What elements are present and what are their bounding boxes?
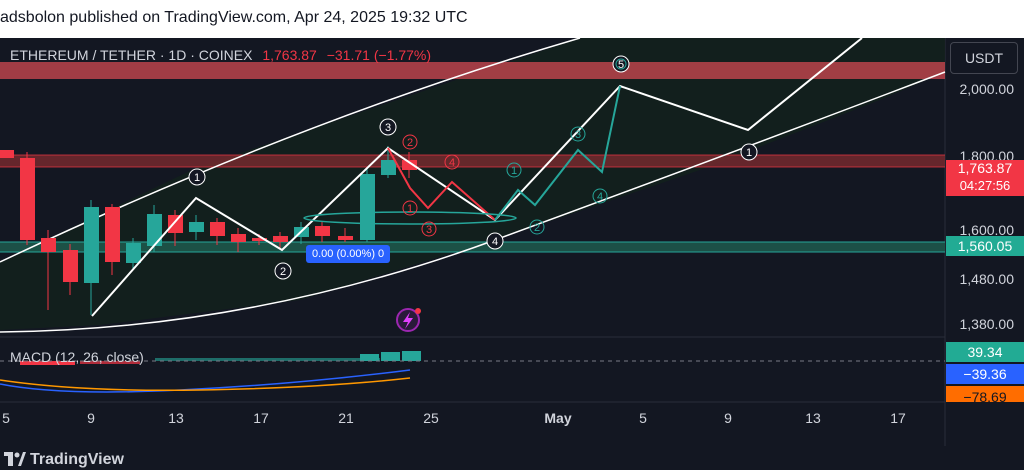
time-axis-label: May bbox=[544, 410, 572, 426]
lightning-event-icon[interactable] bbox=[396, 308, 421, 332]
svg-text:4: 4 bbox=[597, 191, 603, 203]
svg-text:2: 2 bbox=[534, 222, 540, 234]
wave-label-4: 4 bbox=[486, 232, 504, 250]
symbol-legend: ETHEREUM / TETHER · 1D · COINEX 1,763.87… bbox=[10, 47, 431, 63]
time-axis-label: 13 bbox=[805, 410, 821, 426]
svg-text:1: 1 bbox=[511, 165, 517, 177]
time-axis-label: 9 bbox=[87, 410, 95, 426]
green-wave-labels: 1 2 3 4 bbox=[506, 58, 627, 235]
main-wave-labels: 1 2 3 4 5 1 bbox=[188, 55, 758, 280]
red-wave-labels: 1 2 3 4 bbox=[402, 134, 460, 237]
svg-text:3: 3 bbox=[385, 122, 391, 134]
wave-label-next-1: 1 bbox=[740, 143, 758, 161]
last-price: 1,763.87 bbox=[262, 47, 317, 63]
last-price-tag: 1,763.87 bbox=[946, 160, 1024, 178]
macd-histogram bbox=[0, 351, 945, 365]
wave-main-path bbox=[91, 38, 863, 317]
time-axis-label: 25 bbox=[423, 410, 439, 426]
macd-histogram-value: 39.34 bbox=[946, 342, 1024, 362]
channel-upper bbox=[0, 38, 581, 263]
consolidation-ellipse bbox=[303, 211, 517, 225]
time-axis-label: 5 bbox=[2, 410, 10, 426]
time-axis-label: 13 bbox=[168, 410, 184, 426]
signal-line-value: −78.69 bbox=[946, 386, 1024, 402]
resistance-zone-mid bbox=[0, 155, 945, 167]
time-axis-label: 17 bbox=[890, 410, 906, 426]
range-measure-tag: 0.00 (0.00%) 0 bbox=[306, 245, 391, 263]
channel-fill bbox=[0, 38, 945, 330]
svg-text:2: 2 bbox=[280, 266, 286, 278]
price-axis-label: 1,380.00 bbox=[959, 316, 1015, 332]
time-axis-label: 17 bbox=[253, 410, 269, 426]
svg-text:3: 3 bbox=[426, 224, 432, 236]
publication-text: adsbolon published on TradingView.com, A… bbox=[0, 9, 468, 26]
countdown-tag: 04:27:56 bbox=[946, 178, 1024, 196]
price-chart[interactable]: 1 2 3 4 5 1 1 2 3 4 1 2 3 4 bbox=[0, 38, 1024, 446]
svg-text:1: 1 bbox=[407, 203, 413, 215]
tradingview-logo-icon bbox=[4, 452, 26, 466]
wave-alt-green bbox=[494, 85, 621, 221]
support-zone bbox=[0, 242, 945, 252]
svg-text:1: 1 bbox=[746, 147, 752, 159]
svg-text:4: 4 bbox=[449, 157, 455, 169]
macd-line-value: −39.36 bbox=[946, 364, 1024, 384]
time-axis-label: 21 bbox=[338, 410, 354, 426]
publication-bar: adsbolon published on TradingView.com, A… bbox=[0, 0, 1024, 38]
svg-text:4: 4 bbox=[492, 236, 498, 248]
wave-label-5: 5 bbox=[612, 55, 630, 73]
price-axis-label: 2,000.00 bbox=[959, 81, 1015, 97]
svg-text:5: 5 bbox=[618, 59, 624, 71]
wave-correction-red bbox=[387, 147, 496, 221]
brand-name: TradingView bbox=[30, 451, 124, 468]
price-axis-label: 1,600.00 bbox=[959, 222, 1015, 238]
wave-label-3: 3 bbox=[379, 118, 397, 136]
wave-label-1: 1 bbox=[188, 168, 206, 186]
currency-button[interactable]: USDT bbox=[950, 42, 1018, 74]
footer-brand: TradingView bbox=[0, 446, 1024, 470]
macd-indicator-label[interactable]: MACD (12, 26, close) bbox=[10, 349, 144, 365]
macd-line bbox=[0, 369, 411, 393]
price-axis-label: 1,480.00 bbox=[959, 271, 1015, 287]
signal-line bbox=[0, 377, 411, 392]
wave-label-2: 2 bbox=[274, 262, 292, 280]
svg-text:3: 3 bbox=[575, 129, 581, 141]
time-axis-label: 5 bbox=[639, 410, 647, 426]
symbol-name: ETHEREUM / TETHER · 1D · COINEX bbox=[10, 47, 253, 63]
resistance-zone-top bbox=[0, 62, 945, 79]
time-axis-label: 9 bbox=[724, 410, 732, 426]
svg-text:1: 1 bbox=[194, 172, 200, 184]
svg-text:2: 2 bbox=[407, 137, 413, 149]
support-price-tag: 1,560.05 bbox=[946, 236, 1024, 256]
price-change: −31.71 (−1.77%) bbox=[326, 47, 432, 63]
